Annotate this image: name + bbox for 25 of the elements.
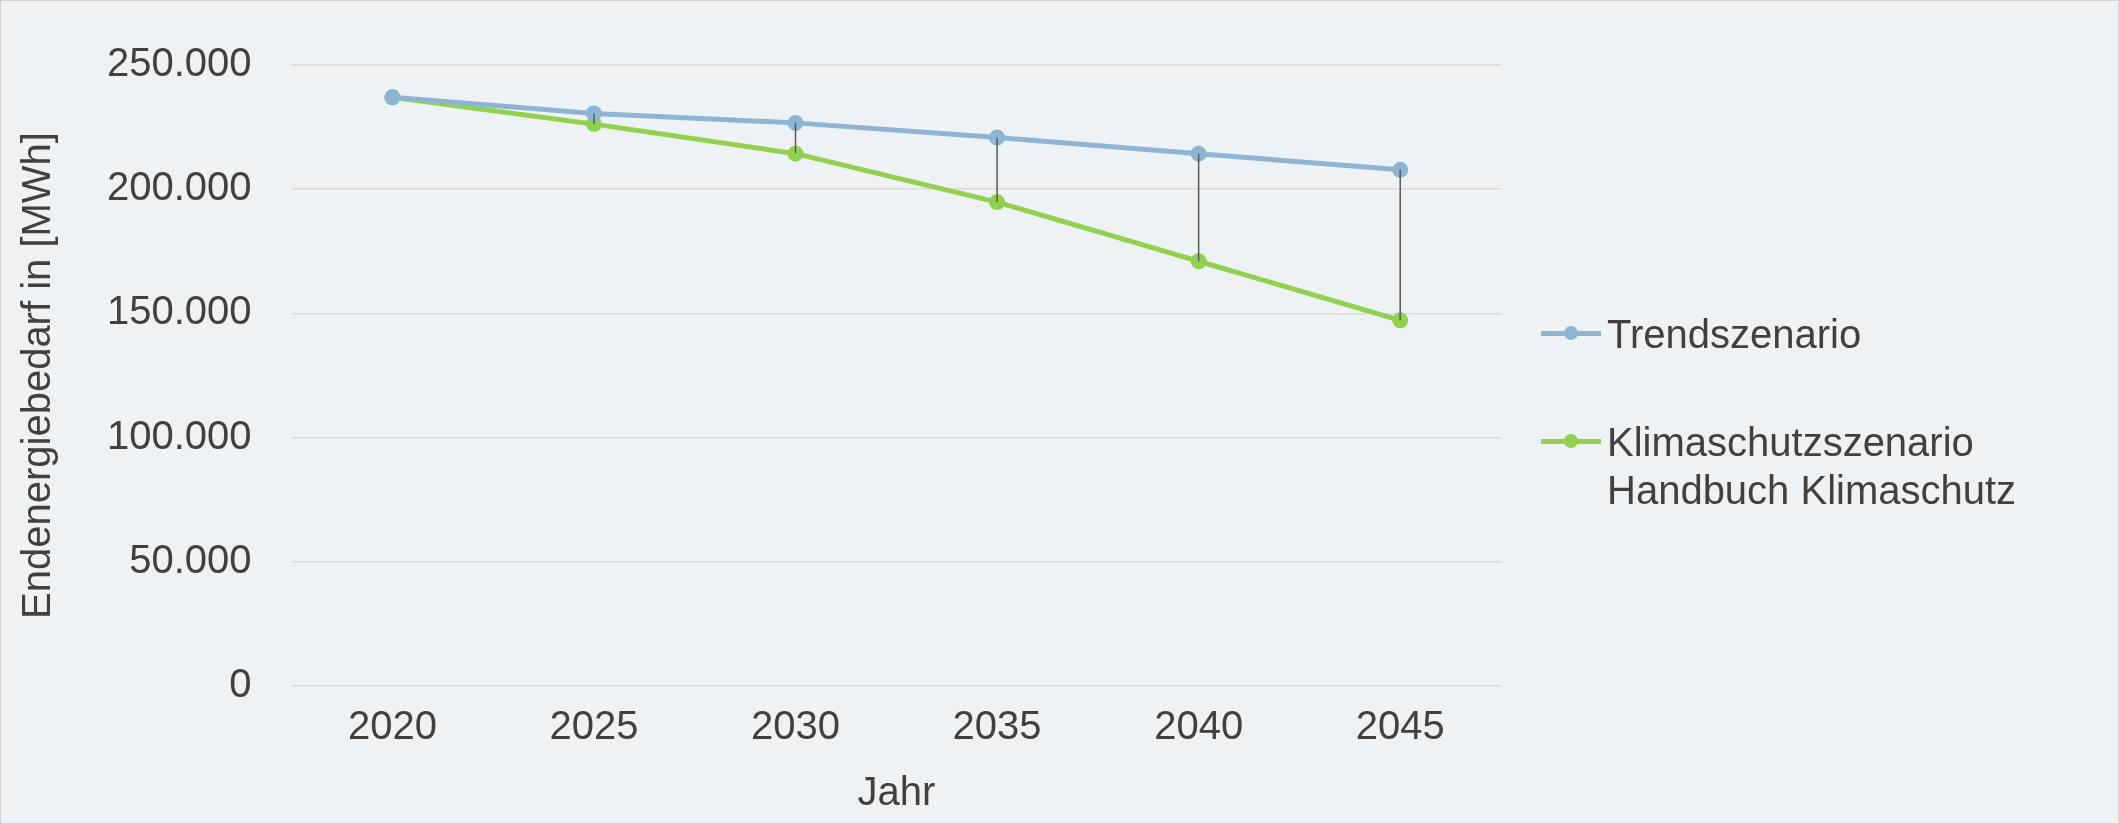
- y-tick-label: 50.000: [129, 536, 252, 581]
- point: [585, 105, 602, 122]
- legend-label: Klimaschutzszenario Handbuch Klimaschutz: [1607, 419, 2018, 514]
- x-tick-label: 2045: [1355, 703, 1445, 748]
- y-axis-title: Endenergiebedarf in [MWh]: [14, 132, 59, 619]
- point: [989, 194, 1006, 211]
- x-tick-label: 2020: [347, 703, 437, 748]
- y-tick-label: 250.000: [107, 40, 252, 85]
- x-axis-title: Jahr: [857, 769, 936, 814]
- point: [787, 145, 804, 162]
- y-tick-label: 200.000: [107, 164, 252, 209]
- y-tick-label: 0: [229, 661, 252, 706]
- y-tick-label: 100.000: [107, 412, 252, 457]
- point: [1190, 145, 1207, 162]
- point: [989, 129, 1006, 146]
- x-tick-label: 2040: [1154, 703, 1244, 748]
- x-tick-label: 2035: [952, 703, 1042, 748]
- x-tick-label: 2030: [751, 703, 840, 748]
- x-tick-label: 2025: [549, 703, 639, 748]
- y-tick-label: 150.000: [107, 288, 252, 333]
- point: [1392, 161, 1409, 178]
- point: [787, 114, 804, 131]
- point: [1392, 312, 1409, 329]
- legend-label: Trendszenario: [1607, 311, 1862, 358]
- point: [1190, 253, 1207, 270]
